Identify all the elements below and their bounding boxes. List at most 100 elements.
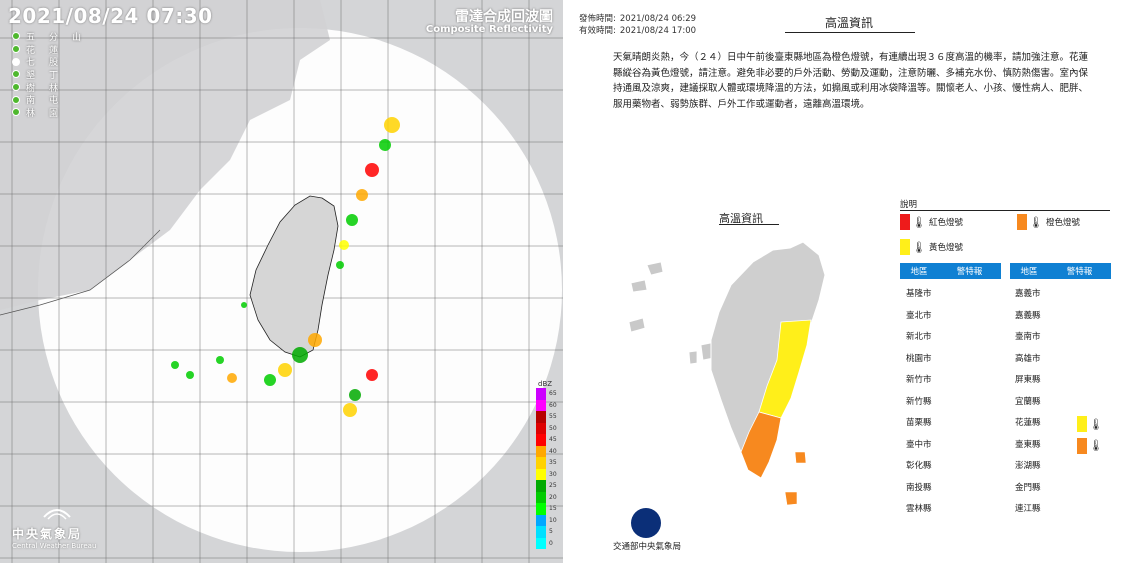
radar-echo: [264, 374, 276, 386]
orchid-island: [784, 491, 798, 506]
taitung-county-region: [740, 411, 782, 479]
region-name: 臺南市: [1015, 332, 1041, 342]
region-name: 新竹縣: [906, 396, 932, 407]
region-row: 南投縣: [906, 481, 968, 503]
matsu-island: [630, 279, 648, 293]
region-name: 金門縣: [1015, 482, 1041, 493]
table-header-left: 地區 警特報: [900, 263, 1001, 279]
issued-value: 2021/08/24 06:29: [619, 14, 697, 24]
dbz-legend-row: 40: [536, 445, 560, 457]
radar-echo: [186, 371, 194, 379]
region-list-left: 基隆市 臺北市 新北市 桃園市 新竹市 新竹縣 苗栗縣 臺中市 彰化縣 南投縣 雲林縣: [906, 287, 968, 524]
radar-echo: [241, 302, 247, 308]
thermometer-icon: 🌡: [912, 215, 926, 229]
radar-echo: [308, 333, 322, 347]
region-header: 地區: [1020, 267, 1038, 277]
region-row: 新竹縣: [906, 395, 968, 417]
radar-echo: [365, 163, 379, 177]
dbz-level-label: 0: [549, 539, 553, 547]
dbz-color-swatch: [536, 388, 546, 400]
region-name: 嘉義縣: [1015, 310, 1041, 321]
cwb-agency-logo-icon: [631, 508, 661, 538]
heat-description: 天氣晴朗炎熱，今（２４）日中午前後臺東縣地區為橙色燈號，有連續出現３６度高溫的機…: [613, 52, 1089, 110]
penghu-island: [688, 350, 698, 365]
dbz-legend-row: 5: [536, 526, 560, 538]
dbz-color-swatch: [536, 445, 546, 457]
radar-echo: [346, 214, 358, 226]
station-dot-icon: [12, 32, 20, 41]
region-row: 連江縣: [1015, 502, 1106, 524]
thermometer-icon: 🌡: [1089, 439, 1103, 452]
region-row: 宜蘭縣: [1015, 395, 1106, 417]
legend-underline: [900, 210, 1110, 211]
table-header-right: 地區 警特報: [1010, 263, 1111, 279]
legend-title: 說明: [900, 200, 918, 210]
map-title-underline: [719, 224, 779, 225]
dbz-legend-row: 60: [536, 399, 560, 411]
dbz-color-swatch: [536, 503, 546, 515]
radar-subtitle: Composite Reflectivity: [425, 24, 553, 35]
station-list: 五分山 花蓮 七股 墾丁 樹林 南屯 林園: [12, 30, 95, 119]
region-row: 臺北市: [906, 309, 968, 331]
region-name: 澎湖縣: [1015, 461, 1041, 471]
dbz-level-label: 10: [549, 516, 557, 524]
region-name: 彰化縣: [906, 461, 932, 471]
radar-echo: [349, 389, 361, 401]
station-dot-icon: [12, 45, 20, 54]
region-row: 金門縣: [1015, 481, 1106, 503]
green-island: [794, 451, 807, 464]
dbz-legend-row: 35: [536, 457, 560, 469]
region-row: 臺中市: [906, 438, 968, 460]
dbz-color-swatch: [536, 526, 546, 538]
radar-echo: [292, 347, 308, 363]
dbz-color-swatch: [536, 491, 546, 503]
region-name: 基隆市: [906, 289, 932, 299]
dbz-level-label: 60: [549, 401, 557, 409]
region-row: 嘉義縣: [1015, 309, 1106, 331]
region-name: 新竹市: [906, 375, 932, 385]
station-item: 墾丁: [12, 68, 95, 81]
radar-timestamp: 2021/08/24 07:30: [8, 4, 213, 28]
region-row: 彰化縣: [906, 459, 968, 481]
dbz-level-label: 65: [549, 390, 557, 398]
dbz-level-label: 50: [549, 424, 557, 432]
dbz-color-swatch: [536, 457, 546, 469]
dbz-level-label: 30: [549, 470, 557, 478]
radar-title: 雷達合成回波圖: [455, 9, 553, 25]
region-name: 宜蘭縣: [1015, 396, 1041, 407]
dbz-legend-row: 55: [536, 411, 560, 423]
dbz-level-label: 25: [549, 482, 557, 490]
radar-echo: [366, 369, 378, 381]
station-dot-icon: [12, 83, 20, 92]
station-item: 南屯: [12, 93, 95, 106]
region-row: 澎湖縣: [1015, 459, 1106, 481]
region-row: 屏東縣: [1015, 373, 1106, 395]
dbz-legend-row: 25: [536, 480, 560, 492]
region-list-right: 嘉義市 嘉義縣 臺南市 高雄市 屏東縣 宜蘭縣 花蓮縣 🌡 臺東縣 🌡 澎湖縣 金門縣 連江縣: [1015, 287, 1106, 524]
region-row: 臺南市: [1015, 330, 1106, 352]
dbz-color-swatch: [536, 399, 546, 411]
dbz-legend-row: 0: [536, 537, 560, 549]
thermometer-icon: 🌡: [912, 240, 926, 254]
region-row: 新北市: [906, 330, 968, 352]
yellow-swatch: [1077, 416, 1087, 432]
radar-echo: [343, 403, 357, 417]
warning-header: 警特報: [1066, 267, 1093, 277]
radar-echo: [171, 361, 179, 369]
red-swatch: [900, 214, 910, 230]
dbz-color-swatch: [536, 434, 546, 446]
station-dot-icon: [12, 70, 20, 79]
radar-echo: [216, 356, 224, 364]
valid-value: 2021/08/24 17:00: [619, 26, 697, 36]
dbz-scale: 65 60 55 50 45 40 35 30 25 20 15 10 5 0: [536, 388, 560, 549]
region-row: 高雄市: [1015, 352, 1106, 374]
warning-indicator: 🌡: [1077, 437, 1106, 454]
region-name: 花蓮縣: [1015, 418, 1041, 428]
dbz-legend: dBZ 65 60 55 50 45 40 35 30 25 20 15 10 5 0: [536, 380, 560, 549]
region-name: 臺中市: [906, 439, 932, 450]
radar-echo: [336, 261, 344, 269]
region-name: 苗栗縣: [906, 418, 932, 428]
dbz-legend-row: 65: [536, 388, 560, 400]
dbz-color-swatch: [536, 537, 546, 549]
station-item: 五分山: [12, 30, 95, 43]
